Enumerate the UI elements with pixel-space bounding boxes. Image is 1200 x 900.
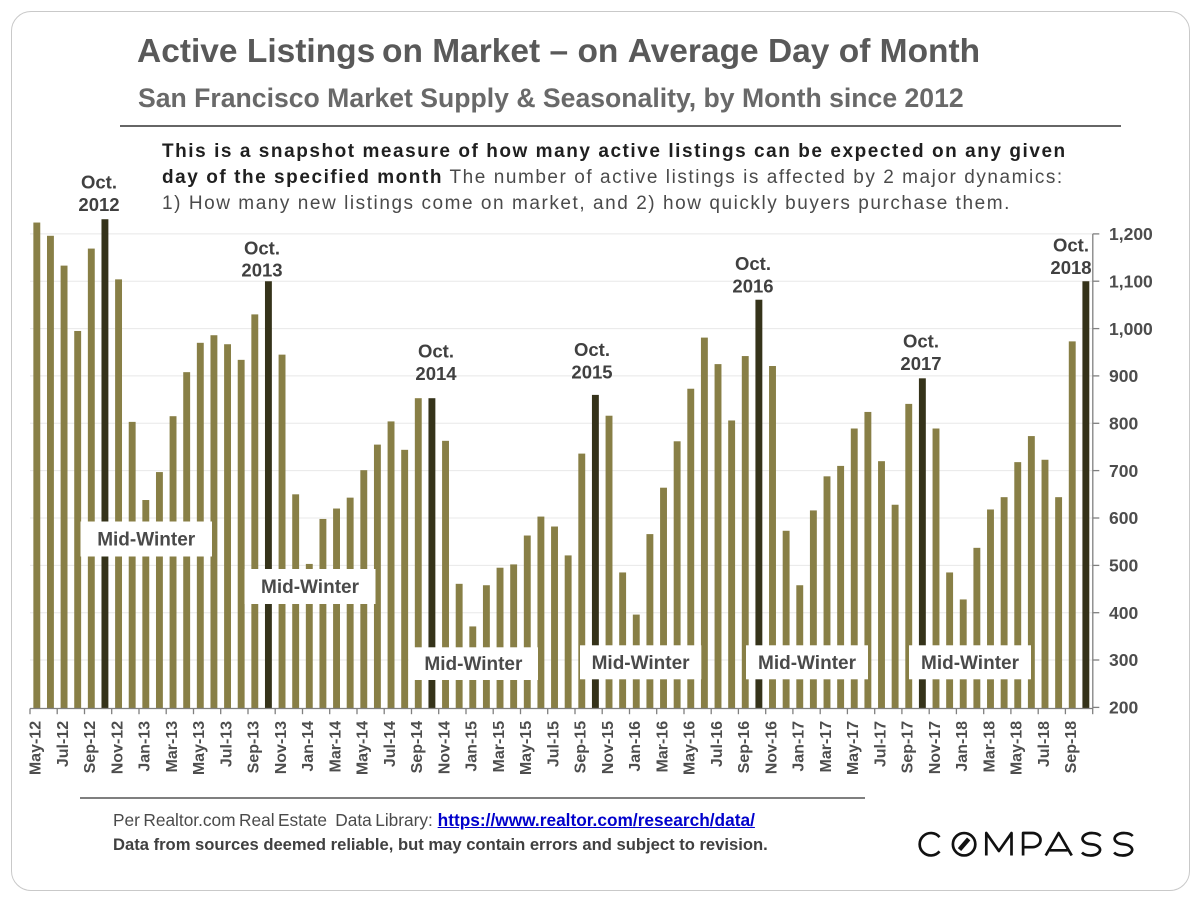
svg-text:Jul-18: Jul-18 [1036,721,1053,767]
svg-text:Mar-15: Mar-15 [491,721,508,773]
svg-text:Mar-18: Mar-18 [981,721,998,773]
svg-text:May-18: May-18 [1009,721,1026,775]
svg-text:Nov-16: Nov-16 [763,721,780,774]
svg-text:Mar-13: Mar-13 [164,721,181,773]
svg-text:2017: 2017 [900,353,941,374]
svg-text:800: 800 [1109,414,1138,434]
svg-text:500: 500 [1109,556,1138,576]
svg-text:Oct.: Oct. [735,253,771,274]
svg-text:600: 600 [1109,508,1138,528]
svg-text:Jul-12: Jul-12 [55,721,72,767]
svg-text:Oct.: Oct. [574,339,610,360]
svg-text:2012: 2012 [78,194,119,215]
svg-text:Jan-18: Jan-18 [954,721,971,772]
svg-text:Jan-17: Jan-17 [791,721,808,772]
svg-text:Sep-16: Sep-16 [736,721,753,774]
svg-text:Jul-17: Jul-17 [872,721,889,767]
svg-text:Nov-14: Nov-14 [436,721,453,774]
svg-text:400: 400 [1109,603,1138,623]
svg-text:Sep-17: Sep-17 [900,721,917,774]
svg-text:Jan-15: Jan-15 [464,721,481,772]
svg-text:2016: 2016 [732,275,773,296]
svg-text:Jul-16: Jul-16 [709,721,726,767]
svg-text:May-17: May-17 [845,721,862,775]
svg-text:May-16: May-16 [682,721,699,775]
svg-text:900: 900 [1109,366,1138,386]
svg-text:700: 700 [1109,461,1138,481]
svg-text:Oct.: Oct. [903,330,939,351]
svg-text:Mar-14: Mar-14 [327,721,344,773]
svg-text:Mid-Winter: Mid-Winter [921,653,1020,674]
svg-text:Mid-Winter: Mid-Winter [424,654,523,675]
svg-text:Sep-18: Sep-18 [1063,721,1080,774]
svg-text:Jan-13: Jan-13 [137,721,154,772]
svg-text:Jan-16: Jan-16 [627,721,644,772]
svg-text:Sep-14: Sep-14 [409,721,426,774]
svg-text:300: 300 [1109,650,1138,670]
svg-text:2018: 2018 [1050,257,1091,278]
svg-text:Nov-17: Nov-17 [927,721,944,774]
svg-text:Jul-13: Jul-13 [218,721,235,767]
svg-text:Jan-14: Jan-14 [300,721,317,772]
svg-text:Jul-14: Jul-14 [382,721,399,767]
svg-text:2015: 2015 [571,362,612,383]
svg-text:Oct.: Oct. [81,172,117,193]
svg-text:Oct.: Oct. [244,237,280,258]
svg-text:Mid-Winter: Mid-Winter [758,653,857,674]
svg-text:Mar-16: Mar-16 [654,721,671,773]
svg-text:200: 200 [1109,698,1138,718]
svg-text:Nov-15: Nov-15 [600,721,617,774]
svg-text:Nov-12: Nov-12 [110,721,127,774]
svg-text:1,100: 1,100 [1109,271,1153,291]
svg-text:Mid-Winter: Mid-Winter [592,653,691,674]
svg-text:May-13: May-13 [191,721,208,775]
svg-text:Sep-15: Sep-15 [573,721,590,774]
svg-text:1,000: 1,000 [1109,319,1153,339]
svg-text:May-15: May-15 [518,721,535,775]
svg-text:Nov-13: Nov-13 [273,721,290,774]
svg-text:May-12: May-12 [28,721,45,775]
svg-text:1,200: 1,200 [1109,224,1153,244]
svg-text:2014: 2014 [415,363,457,384]
svg-text:Oct.: Oct. [418,341,454,362]
svg-text:Mid-Winter: Mid-Winter [261,577,360,598]
svg-text:Mar-17: Mar-17 [818,721,835,773]
svg-text:Mid-Winter: Mid-Winter [97,530,196,551]
svg-text:Oct.: Oct. [1053,235,1089,256]
svg-text:2013: 2013 [241,260,282,281]
svg-text:Sep-13: Sep-13 [246,721,263,774]
svg-text:May-14: May-14 [355,721,372,775]
svg-text:Jul-15: Jul-15 [545,721,562,767]
svg-text:Sep-12: Sep-12 [82,721,99,774]
